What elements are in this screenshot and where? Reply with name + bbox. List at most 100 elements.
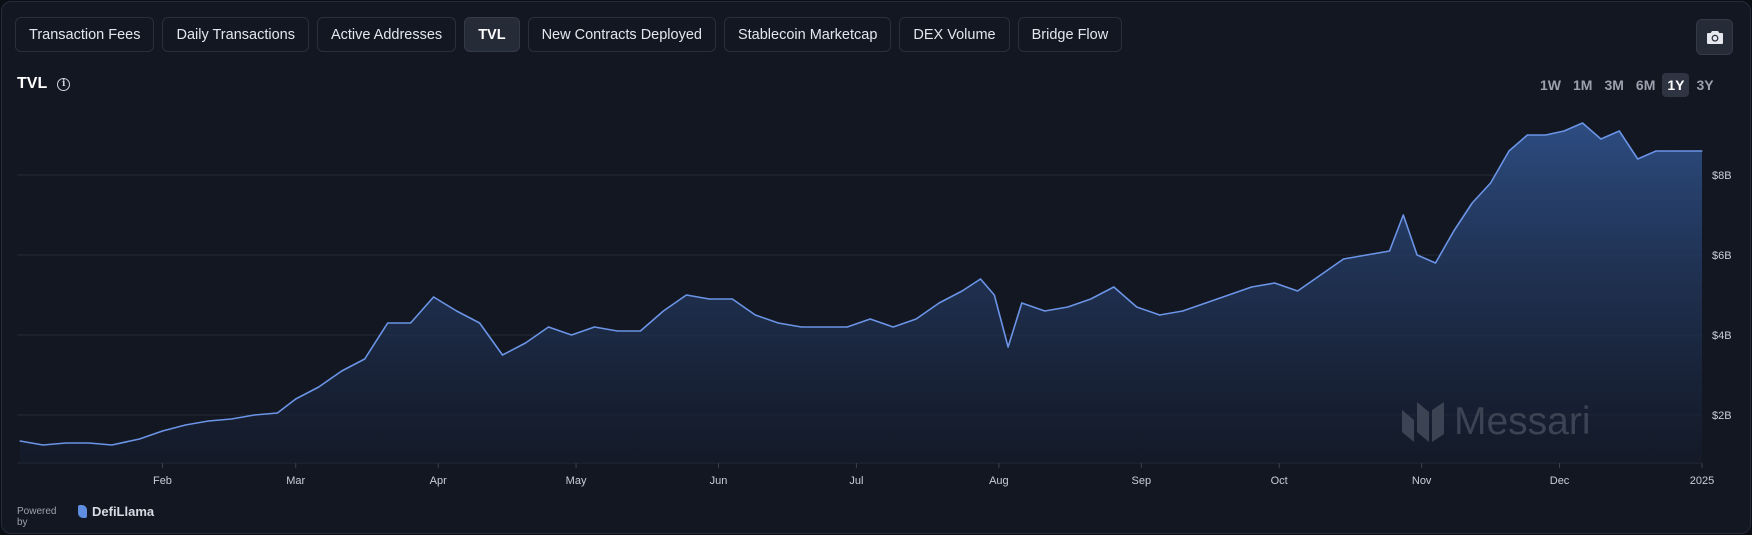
tab-bridge-flow[interactable]: Bridge Flow [1017, 17, 1123, 52]
x-tick-label: May [566, 475, 587, 487]
defillama-label: DefiLlama [92, 504, 155, 519]
tvl-data-point [915, 318, 917, 320]
tvl-data-point [777, 322, 779, 324]
tvl-data-point [184, 424, 186, 426]
x-tick-label: Mar [286, 475, 305, 487]
powered-by-text: Powered by [17, 506, 61, 528]
tvl-series [19, 122, 1703, 463]
tab-transaction-fees[interactable]: Transaction Fees [15, 17, 155, 52]
tvl-data-point [961, 290, 963, 292]
y-tick-label: $8B [1712, 170, 1732, 182]
tvl-data-point [1453, 230, 1455, 232]
x-tick-label: Aug [989, 475, 1009, 487]
tab-dex-volume[interactable]: DEX Volume [899, 17, 1010, 52]
tvl-data-point [754, 314, 756, 316]
tvl-data-point [88, 442, 90, 444]
range-3y[interactable]: 3Y [1696, 77, 1714, 93]
tvl-data-point [1205, 302, 1207, 304]
y-tick-label: $6B [1712, 250, 1732, 262]
tvl-data-point [1508, 150, 1510, 152]
x-tick-label: Jun [710, 475, 728, 487]
tvl-data-point [1228, 294, 1230, 296]
tvl-data-point [1007, 346, 1009, 348]
tvl-data-point [138, 438, 141, 440]
tvl-data-point [1274, 282, 1276, 284]
time-range-selector: 1W 1M 3M 6M 1Y 3Y [1535, 73, 1719, 97]
range-6m[interactable]: 6M [1635, 77, 1656, 93]
tvl-data-point [731, 298, 733, 300]
defillama-link[interactable]: DefiLlama [78, 504, 154, 519]
tvl-data-point [1251, 286, 1253, 288]
tab-tvl[interactable]: TVL [464, 17, 520, 52]
tvl-data-point [1563, 130, 1565, 132]
tvl-data-point [1600, 138, 1602, 140]
tvl-data-point [1701, 150, 1703, 152]
tvl-data-point [1434, 262, 1437, 264]
tvl-data-point [570, 334, 573, 336]
y-axis-ticks: $2B $4B $6B $8B [1712, 170, 1732, 422]
tvl-data-point [1581, 122, 1584, 124]
tvl-data-point [1342, 258, 1345, 260]
tvl-data-point [1090, 298, 1092, 300]
screenshot-button[interactable] [1696, 19, 1733, 55]
chart-title: TVL [17, 75, 48, 92]
x-tick-label: Feb [153, 475, 172, 487]
metric-tabs: Transaction Fees Daily Transactions Active… [15, 17, 1123, 52]
tvl-data-point [639, 330, 642, 332]
x-tick-label: Apr [430, 475, 447, 487]
chart-title-row: TVL i [17, 75, 71, 93]
tvl-data-point [1320, 274, 1322, 276]
range-1w[interactable]: 1W [1540, 77, 1561, 93]
tvl-data-point [1416, 254, 1418, 256]
tvl-data-point [387, 322, 389, 324]
tvl-data-point [938, 302, 940, 304]
tvl-data-point [1618, 130, 1620, 132]
tvl-data-point [1182, 310, 1184, 312]
x-tick-label: Jul [849, 475, 863, 487]
range-1y[interactable]: 1Y [1662, 73, 1690, 97]
info-icon[interactable]: i [57, 77, 71, 91]
messari-logo-icon [1402, 402, 1444, 442]
range-3m[interactable]: 3M [1604, 77, 1624, 93]
tvl-data-point [1365, 254, 1368, 256]
tvl-data-point [1678, 150, 1680, 152]
tvl-data-point [800, 326, 802, 328]
tab-daily-transactions[interactable]: Daily Transactions [162, 17, 309, 52]
tvl-data-point [65, 442, 67, 444]
x-tick-label: Oct [1271, 475, 1288, 487]
tvl-data-point [892, 326, 894, 328]
tvl-data-point [230, 418, 232, 420]
tvl-data-point [111, 444, 113, 446]
tvl-data-point [708, 298, 710, 300]
tvl-data-point [501, 354, 504, 356]
range-1m[interactable]: 1M [1573, 77, 1593, 93]
defillama-logo-icon [78, 505, 87, 518]
tvl-data-point [1402, 214, 1404, 216]
tvl-data-point [524, 342, 527, 344]
tvl-data-point [341, 370, 343, 372]
tvl-data-point [479, 322, 481, 324]
tab-active-addresses[interactable]: Active Addresses [316, 17, 457, 52]
tvl-data-point [19, 440, 21, 442]
tvl-data-point [1159, 314, 1161, 316]
tvl-data-point [364, 358, 366, 360]
tvl-data-point [410, 322, 412, 324]
y-tick-label: $2B [1712, 410, 1732, 422]
tvl-data-point [1490, 182, 1492, 184]
tvl-data-point [1655, 150, 1657, 152]
tvl-data-point [1545, 134, 1547, 136]
x-tick-label: 2025 [1690, 475, 1714, 487]
tab-stablecoin-marketcap[interactable]: Stablecoin Marketcap [723, 17, 892, 52]
tab-new-contracts-deployed[interactable]: New Contracts Deployed [527, 17, 716, 52]
tvl-data-point [1388, 250, 1391, 252]
tvl-data-point [253, 414, 255, 416]
tvl-data-point [1113, 286, 1115, 288]
x-tick-label: Dec [1550, 475, 1570, 487]
tvl-data-point [295, 398, 297, 400]
tvl-data-point [207, 420, 209, 422]
tvl-data-point [593, 326, 596, 328]
tvl-data-point [685, 294, 688, 296]
x-tick-label: Sep [1132, 475, 1152, 487]
tvl-data-point [869, 318, 871, 320]
